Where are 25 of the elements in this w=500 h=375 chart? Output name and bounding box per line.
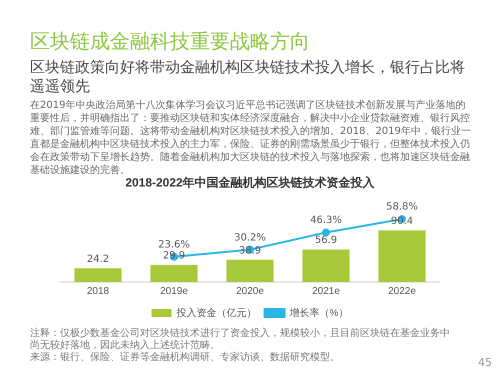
x-tick-label: 2021e [312,286,340,297]
legend-label: 投入资金（亿元） [176,306,257,319]
text: 45 [478,356,492,369]
bar [74,268,122,282]
data-label: 23.6% [158,239,190,250]
source-note: 来源：银行、保险、证券等金融机构调研、专家访谈、数据研究模型。 [30,352,340,363]
bar [302,250,350,282]
data-label: 58.8% [386,202,418,213]
x-tick-label: 2018 [86,286,110,297]
text: 在2019年中央政治局第十八次集体学习会议习近平总书记强调了区块链技术创新发展与产业落地的重要性后，并明确指出了：要推动区块链和实体经济深度融合，解决中小企业贷款融资难、银行风控难、部门监管难等问题。这将带动金融机构对区块链技术投入的增加。2018、2019年中，银行业一直都是金融机构中区块链技术投入的主力军，保险、证券的刚需场景虽少于银行，但整体技术投入仍会在政策带动下呈增长趋势。随着金融机构加大区块链的技术投入与落地探索，也将加速区块链金融基础设施建设的完善。 [30,99,472,176]
x-tick-label: 2019e [160,286,188,297]
legend-label: 增长率（%） [288,306,348,319]
bar [150,264,198,282]
x-tick-label: 2022e [388,286,416,297]
data-label: 30.2% [234,232,266,244]
text: 区块链政策向好将带动金融机构区块链技术投入增长，银行占比将遥遥领先 [30,58,466,96]
data-label: 56.9 [314,235,338,246]
chart-title: 2018-2022年中国金融机构区块链技术资金投入 [125,176,376,190]
data-label: 46.3% [310,215,342,226]
data-label: 24.2 [86,254,110,265]
text: 注释：仅极少数基金公司对区块链技术进行了资金投入，规模较小，且目前区块链在基金业务中尚无较好落地，因此未纳入上述统计范畴。 [30,328,450,351]
bar [226,260,274,282]
x-tick-label: 2020e [236,286,264,297]
text: 区块链成金融科技重要战略方向 [30,28,310,55]
bar [378,230,426,282]
